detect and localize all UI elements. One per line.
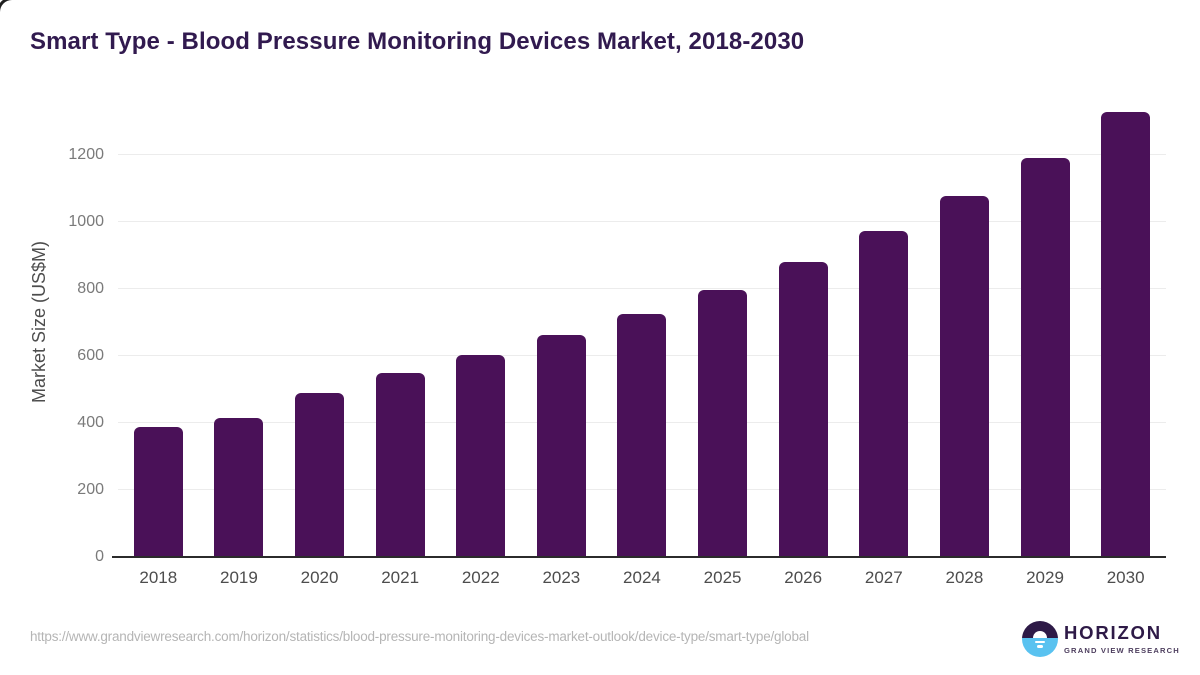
source-url-text: https://www.grandviewresearch.com/horizo…: [30, 629, 809, 644]
x-label-2030: 2030: [1106, 568, 1145, 587]
horizon-grand-view-research-logo: HORIZON GRAND VIEW RESEARCH: [1022, 621, 1179, 659]
gridline-1200: [118, 154, 1166, 156]
x-axis-category-labels: 2018 2019 2020 2021 2022 2023 2024 2025 2026 2027…: [118, 566, 1166, 590]
bar-2020: [295, 392, 345, 557]
bar-slot-2028: [924, 100, 1005, 557]
x-label-2024: 2024: [623, 568, 661, 587]
bar-slot-2030: [1085, 100, 1166, 557]
y-tick-label-1000: 1000: [68, 213, 104, 231]
y-tick-label-0: 0: [95, 548, 104, 565]
x-label-2025: 2025: [703, 568, 742, 587]
bar-slot-2021: [360, 100, 441, 557]
bar-2025: [698, 289, 748, 557]
y-tick-label-1200: 1200: [68, 146, 104, 164]
logo-brand-name: HORIZON: [1064, 622, 1162, 643]
bar-2029: [1020, 157, 1070, 557]
bar-2026: [778, 262, 828, 557]
x-label-2026: 2026: [784, 568, 823, 587]
x-label-2021: 2021: [381, 568, 420, 587]
gridline-1000: [118, 221, 1166, 223]
y-tick-label-200: 200: [77, 481, 104, 499]
bar-2027: [859, 231, 909, 557]
bar-slot-2024: [602, 100, 683, 557]
bar-slot-2023: [521, 100, 602, 557]
bar-2024: [617, 313, 667, 557]
x-label-2019: 2019: [220, 568, 258, 587]
x-axis-line: [112, 556, 1166, 558]
bars-row: [118, 100, 1166, 557]
screenshot-corner-artifact: [0, 0, 12, 12]
x-label-2023: 2023: [542, 568, 581, 587]
bar-slot-2026: [763, 100, 844, 557]
bar-2018: [133, 426, 183, 557]
y-axis-tick-labels: 0 200 400 600 800 1000 1200: [0, 100, 106, 565]
bar-slot-2029: [1005, 100, 1086, 557]
bar-slot-2019: [199, 100, 280, 557]
y-tick-label-600: 600: [77, 347, 104, 365]
y-tick-label-400: 400: [77, 414, 104, 432]
bar-slot-2020: [279, 100, 360, 557]
bar-slot-2027: [843, 100, 924, 557]
horizon-sun-icon: [1022, 621, 1058, 657]
bar-slot-2025: [682, 100, 763, 557]
x-label-2018: 2018: [139, 568, 178, 587]
bar-2030: [1101, 111, 1151, 557]
bar-2021: [375, 372, 425, 557]
chart-title: Smart Type - Blood Pressure Monitoring D…: [30, 28, 805, 55]
bar-chart-plot-area: [112, 100, 1166, 558]
bar-2028: [939, 196, 989, 557]
x-label-2022: 2022: [461, 568, 500, 587]
bar-2019: [214, 417, 264, 557]
gridline-800: [118, 288, 1166, 290]
bar-2022: [456, 355, 506, 557]
logo-brand-tagline: GRAND VIEW RESEARCH: [1064, 646, 1180, 655]
bar-slot-2022: [440, 100, 521, 557]
bar-slot-2018: [118, 100, 199, 557]
x-label-2027: 2027: [864, 568, 903, 587]
bar-2023: [536, 335, 586, 557]
x-label-2028: 2028: [945, 568, 984, 587]
y-tick-label-800: 800: [77, 280, 104, 298]
x-label-2029: 2029: [1026, 568, 1064, 587]
x-label-2020: 2020: [300, 568, 339, 587]
